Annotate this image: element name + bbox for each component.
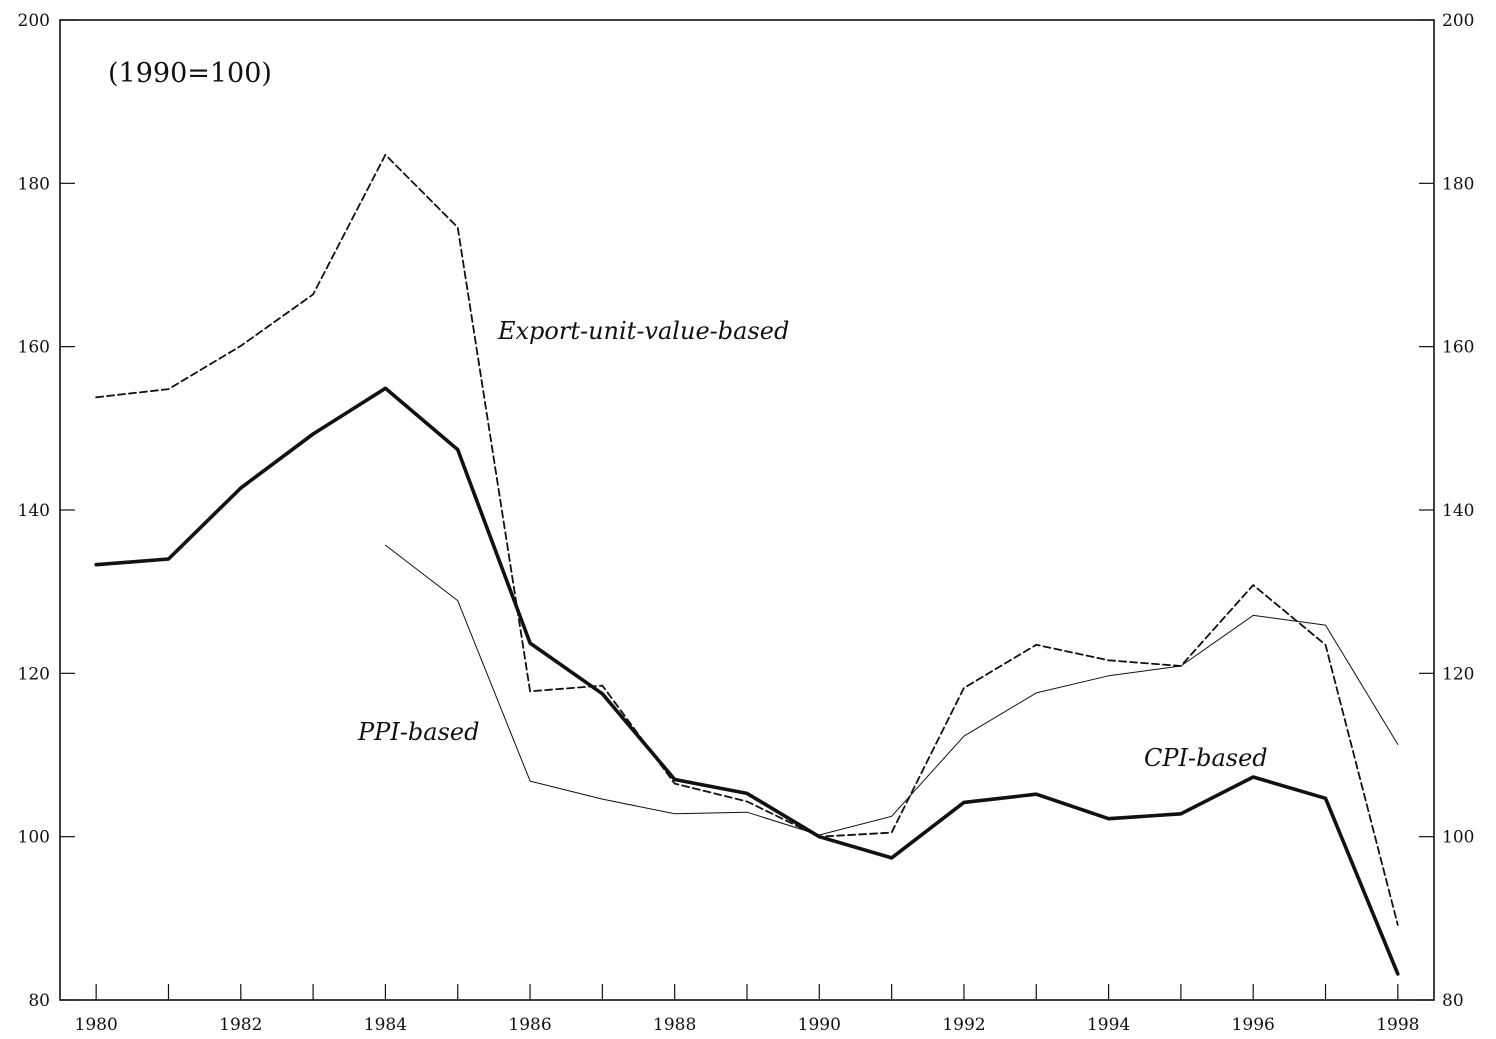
x-tick-label: 1994 <box>1087 1015 1130 1035</box>
series-line-ppi-based <box>384 544 1399 836</box>
x-tick-label: 1996 <box>1232 1015 1275 1035</box>
y-tick-label-right: 200 <box>1442 11 1474 31</box>
y-tick-label-left: 80 <box>28 991 50 1011</box>
axis-ticks: 1980 1982 1984 1986 1988 1990 1992 1994 1996 1998… <box>18 11 1475 1035</box>
x-tick-label: 1984 <box>364 1015 407 1035</box>
series-label-export-unit-value: Export-unit-value-based <box>497 317 789 345</box>
y-tick-label-left: 100 <box>18 828 50 848</box>
y-tick-label-right: 160 <box>1442 338 1474 358</box>
y-tick-label-right: 100 <box>1442 828 1474 848</box>
x-tick-label: 1990 <box>798 1015 841 1035</box>
y-tick-label-left: 180 <box>18 174 50 194</box>
y-tick-label-right: 120 <box>1442 664 1474 684</box>
x-tick-label: 1998 <box>1376 1015 1419 1035</box>
x-tick-label: 1982 <box>219 1015 262 1035</box>
x-tick-label: 1980 <box>75 1015 118 1035</box>
series-line-cpi-based <box>94 386 1400 976</box>
x-tick-label: 1986 <box>508 1015 551 1035</box>
y-tick-label-left: 160 <box>18 338 50 358</box>
x-tick-label: 1992 <box>942 1015 985 1035</box>
y-tick-label-left: 200 <box>18 11 50 31</box>
y-tick-label-left: 140 <box>18 501 50 521</box>
y-tick-label-left: 120 <box>18 664 50 684</box>
y-tick-label-right: 140 <box>1442 501 1474 521</box>
series-label-ppi: PPI-based <box>357 718 479 746</box>
series-label-cpi: CPI-based <box>1144 744 1268 772</box>
series-lines <box>94 153 1400 976</box>
plot-frame <box>59 19 1435 1001</box>
x-tick-label: 1988 <box>653 1015 696 1035</box>
y-tick-label-right: 180 <box>1442 174 1474 194</box>
series-line-export-unit-value-based <box>95 153 1399 926</box>
y-tick-label-right: 80 <box>1442 991 1464 1011</box>
base-year-note: (1990=100) <box>108 58 272 89</box>
